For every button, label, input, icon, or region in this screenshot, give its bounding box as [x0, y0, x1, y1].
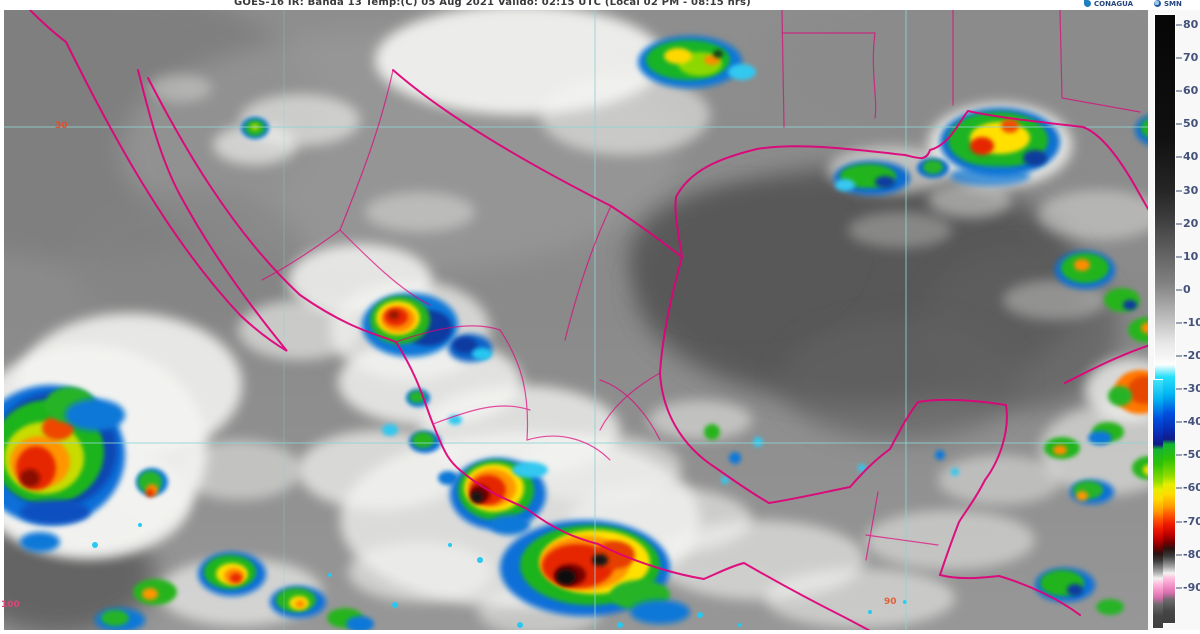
storm-cell — [704, 424, 959, 484]
scale-tick: 20 — [1176, 216, 1200, 230]
header-caption: GOES-16 IR: Banda 13 Temp:(C) 05 Aug 202… — [234, 0, 751, 8]
conagua-logo-text: CONAGUA — [1094, 0, 1133, 8]
tick-label: 80 — [1183, 18, 1199, 31]
storm-cell — [940, 108, 1060, 186]
state-borders — [261, 9, 1141, 561]
scale-tick: 0 — [1176, 282, 1200, 296]
color-scale-bar-cold-section — [1152, 379, 1163, 629]
tick-label: 70 — [1183, 51, 1199, 65]
conagua-logo: CONAGUA — [1081, 0, 1153, 9]
storm-cell — [450, 458, 548, 535]
tick-label: -40 — [1183, 415, 1200, 429]
smn-emblem-icon — [1154, 0, 1161, 7]
tick-mark — [1176, 288, 1182, 291]
tick-mark — [1176, 487, 1182, 490]
color-scale-bar — [1152, 14, 1176, 629]
scale-tick: 60 — [1176, 85, 1200, 97]
storm-cell — [362, 293, 458, 357]
tick-mark — [1176, 156, 1182, 159]
header-bar: GOES-16 IR: Banda 13 Temp:(C) 05 Aug 202… — [0, 0, 1200, 10]
scale-tick: 10 — [1176, 249, 1200, 263]
tick-label: 0 — [1183, 282, 1191, 296]
scale-tick: -80 — [1176, 547, 1200, 561]
tick-mark — [1176, 388, 1182, 391]
tick-mark — [1176, 24, 1182, 26]
storm-cell — [834, 158, 949, 195]
scale-tick: -50 — [1176, 449, 1200, 461]
tick-label: 20 — [1183, 216, 1199, 230]
scale-tick: -60 — [1176, 482, 1200, 494]
grid-label: 90 — [884, 597, 897, 607]
scale-tick: -40 — [1176, 416, 1200, 428]
smn-logo-text: SMN — [1164, 0, 1182, 8]
tick-label: -20 — [1183, 349, 1200, 362]
tick-label: 10 — [1183, 249, 1199, 263]
storm-cell — [1035, 568, 1124, 615]
tick-label: -90 — [1183, 580, 1200, 594]
map-frame — [0, 10, 4, 630]
tick-label: -30 — [1183, 382, 1200, 396]
scale-tick: -90 — [1176, 580, 1200, 594]
tick-mark — [1176, 123, 1182, 126]
color-scale: 80 70 60 50 40 30 20 10 0 -10 -20 -30 -40 -50 -60 -70 -8… — [1148, 10, 1200, 630]
tick-label: 50 — [1183, 117, 1199, 131]
scale-tick: 40 — [1176, 151, 1200, 163]
smn-logo: SMN — [1151, 0, 1200, 9]
scale-tick: 30 — [1176, 183, 1200, 197]
storm-cell — [638, 36, 756, 88]
cold-speckles — [92, 523, 907, 628]
scale-tick: 70 — [1176, 52, 1200, 64]
tick-label: 30 — [1183, 183, 1199, 197]
scale-tick: -20 — [1176, 350, 1200, 362]
tick-label: 60 — [1183, 84, 1199, 98]
tick-mark — [1176, 255, 1182, 258]
tick-label: -60 — [1183, 481, 1200, 495]
scale-tick: 50 — [1176, 118, 1200, 130]
storm-cell-hurricane — [0, 385, 125, 552]
storm-cell — [136, 468, 168, 497]
tick-mark — [1176, 57, 1182, 60]
tick-mark — [1176, 454, 1182, 457]
tick-mark — [1176, 421, 1182, 424]
storm-cell — [241, 117, 269, 139]
storm-cell — [500, 520, 690, 624]
tick-mark — [1176, 586, 1182, 589]
border-rio-grande — [392, 69, 683, 258]
storm-cell — [382, 334, 492, 485]
storm-cell — [95, 552, 374, 632]
scale-tick: -30 — [1176, 383, 1200, 395]
tick-label: -50 — [1183, 448, 1200, 462]
coastline-mexico-gulf — [658, 256, 1081, 616]
tick-label: -80 — [1183, 547, 1200, 561]
coastline-us-gulf — [674, 109, 1187, 280]
scale-ticks: 80 70 60 50 40 30 20 10 0 -10 -20 -30 -40 -50 -60 -70 -8… — [1148, 10, 1200, 630]
tick-mark — [1176, 553, 1182, 556]
tick-mark — [1176, 321, 1182, 324]
grid-label: 100 — [1, 600, 20, 610]
scale-tick: 80 — [1176, 19, 1200, 31]
tick-mark — [1176, 189, 1182, 192]
scale-tick: -10 — [1176, 315, 1200, 329]
tick-label: -10 — [1183, 315, 1200, 329]
coastline-cuba — [1064, 344, 1151, 384]
scale-tick: -70 — [1176, 514, 1200, 528]
coastline-layer — [29, 9, 1187, 634]
tick-label: 40 — [1183, 150, 1199, 164]
coastline-mexico-pacific — [147, 77, 878, 634]
tick-mark — [1176, 520, 1182, 523]
grid-label: 30 — [55, 121, 68, 131]
conagua-drop-icon — [1084, 0, 1091, 7]
tick-mark — [1176, 222, 1182, 225]
tick-label: -70 — [1183, 514, 1200, 528]
coastline-baja-california — [29, 9, 288, 352]
tick-mark — [1176, 90, 1182, 93]
tick-mark — [1176, 355, 1182, 357]
